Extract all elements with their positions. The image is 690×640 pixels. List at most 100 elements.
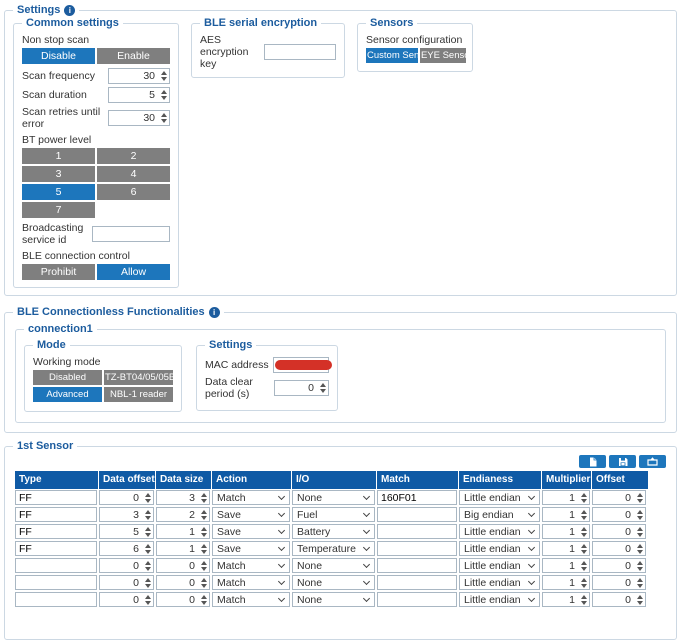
- offset-stepper[interactable]: 0: [592, 524, 646, 539]
- bt-power-5-button[interactable]: 5: [22, 184, 95, 200]
- eye-sensors-button[interactable]: EYE Sensors: [419, 48, 466, 63]
- transfer-button[interactable]: [639, 455, 666, 468]
- bt-power-3-button[interactable]: 3: [22, 166, 95, 182]
- data-size-stepper[interactable]: 1: [156, 541, 210, 556]
- data-offset-stepper[interactable]: 0: [99, 592, 154, 607]
- spinner-down-icon[interactable]: [580, 515, 587, 520]
- mode-tzbt-sensor-button[interactable]: TZ-BT04/05/05B sensor: [104, 370, 173, 385]
- allow-button[interactable]: Allow: [97, 264, 170, 280]
- action-select[interactable]: Match: [212, 490, 290, 505]
- bt-power-2-button[interactable]: 2: [97, 148, 170, 164]
- spinner-down-icon[interactable]: [200, 532, 207, 537]
- match-input[interactable]: [377, 490, 457, 505]
- spinner-up-icon[interactable]: [636, 509, 643, 514]
- spinner-down-icon[interactable]: [200, 549, 207, 554]
- spinner-up-icon[interactable]: [144, 492, 151, 497]
- mode-disabled-button[interactable]: Disabled: [33, 370, 102, 385]
- spinner-up-icon[interactable]: [144, 526, 151, 531]
- match-input[interactable]: [377, 575, 457, 590]
- spinner-up-icon[interactable]: [144, 577, 151, 582]
- action-select[interactable]: Match: [212, 575, 290, 590]
- spinner-down-icon[interactable]: [160, 77, 167, 81]
- action-select[interactable]: Match: [212, 558, 290, 573]
- spinner-down-icon[interactable]: [636, 532, 643, 537]
- endianess-select[interactable]: Little endian: [459, 558, 540, 573]
- data-size-stepper[interactable]: 0: [156, 575, 210, 590]
- spinner-up-icon[interactable]: [580, 594, 587, 599]
- spinner-down-icon[interactable]: [580, 600, 587, 605]
- spinner-up-icon[interactable]: [636, 526, 643, 531]
- action-select[interactable]: Save: [212, 507, 290, 522]
- broadcasting-service-id-input[interactable]: [92, 226, 170, 242]
- type-input[interactable]: [15, 558, 97, 573]
- data-size-stepper[interactable]: 3: [156, 490, 210, 505]
- endianess-select[interactable]: Little endian: [459, 541, 540, 556]
- spinner-up-icon[interactable]: [580, 526, 587, 531]
- spinner-down-icon[interactable]: [200, 583, 207, 588]
- data-offset-stepper[interactable]: 0: [99, 490, 154, 505]
- spinner-down-icon[interactable]: [636, 566, 643, 571]
- spinner-down-icon[interactable]: [160, 119, 167, 123]
- spinner-up-icon[interactable]: [160, 90, 167, 94]
- multiplier-stepper[interactable]: 1: [542, 558, 590, 573]
- match-input[interactable]: [377, 558, 457, 573]
- multiplier-stepper[interactable]: 1: [542, 490, 590, 505]
- spinner-down-icon[interactable]: [580, 549, 587, 554]
- data-clear-period-stepper[interactable]: 0: [274, 380, 329, 396]
- spinner-down-icon[interactable]: [200, 498, 207, 503]
- scan-duration-stepper[interactable]: 5: [108, 87, 170, 103]
- io-select[interactable]: None: [292, 558, 375, 573]
- info-icon[interactable]: i: [64, 4, 76, 16]
- spinner-down-icon[interactable]: [580, 583, 587, 588]
- spinner-down-icon[interactable]: [144, 498, 151, 503]
- save-file-button[interactable]: [609, 455, 636, 468]
- io-select[interactable]: Battery: [292, 524, 375, 539]
- spinner-up-icon[interactable]: [144, 543, 151, 548]
- spinner-up-icon[interactable]: [200, 560, 207, 565]
- io-select[interactable]: None: [292, 575, 375, 590]
- load-file-button[interactable]: [579, 455, 606, 468]
- bt-power-6-button[interactable]: 6: [97, 184, 170, 200]
- aes-encryption-key-input[interactable]: [264, 44, 336, 60]
- data-size-stepper[interactable]: 1: [156, 524, 210, 539]
- spinner-down-icon[interactable]: [200, 566, 207, 571]
- offset-stepper[interactable]: 0: [592, 490, 646, 505]
- spinner-down-icon[interactable]: [144, 583, 151, 588]
- io-select[interactable]: Temperature: [292, 541, 375, 556]
- io-select[interactable]: None: [292, 592, 375, 607]
- scan-frequency-stepper[interactable]: 30: [108, 68, 170, 84]
- spinner-up-icon[interactable]: [144, 560, 151, 565]
- spinner-up-icon[interactable]: [580, 577, 587, 582]
- type-input[interactable]: [15, 541, 97, 556]
- mode-nbl1-reader-button[interactable]: NBL-1 reader: [104, 387, 173, 402]
- offset-stepper[interactable]: 0: [592, 507, 646, 522]
- prohibit-button[interactable]: Prohibit: [22, 264, 95, 280]
- bt-power-4-button[interactable]: 4: [97, 166, 170, 182]
- action-select[interactable]: Match: [212, 592, 290, 607]
- multiplier-stepper[interactable]: 1: [542, 541, 590, 556]
- data-offset-stepper[interactable]: 3: [99, 507, 154, 522]
- spinner-up-icon[interactable]: [200, 492, 207, 497]
- spinner-up-icon[interactable]: [200, 509, 207, 514]
- endianess-select[interactable]: Little endian: [459, 524, 540, 539]
- spinner-down-icon[interactable]: [200, 600, 207, 605]
- non-stop-scan-enable-button[interactable]: Enable: [97, 48, 170, 64]
- match-input[interactable]: [377, 507, 457, 522]
- spinner-up-icon[interactable]: [580, 543, 587, 548]
- spinner-down-icon[interactable]: [636, 549, 643, 554]
- type-input[interactable]: [15, 592, 97, 607]
- endianess-select[interactable]: Little endian: [459, 575, 540, 590]
- match-input[interactable]: [377, 524, 457, 539]
- endianess-select[interactable]: Little endian: [459, 490, 540, 505]
- type-input[interactable]: [15, 490, 97, 505]
- spinner-down-icon[interactable]: [144, 566, 151, 571]
- spinner-down-icon[interactable]: [144, 600, 151, 605]
- multiplier-stepper[interactable]: 1: [542, 507, 590, 522]
- data-offset-stepper[interactable]: 0: [99, 558, 154, 573]
- spinner-up-icon[interactable]: [580, 560, 587, 565]
- spinner-down-icon[interactable]: [580, 532, 587, 537]
- multiplier-stepper[interactable]: 1: [542, 524, 590, 539]
- spinner-up-icon[interactable]: [160, 113, 167, 117]
- spinner-up-icon[interactable]: [636, 594, 643, 599]
- io-select[interactable]: Fuel: [292, 507, 375, 522]
